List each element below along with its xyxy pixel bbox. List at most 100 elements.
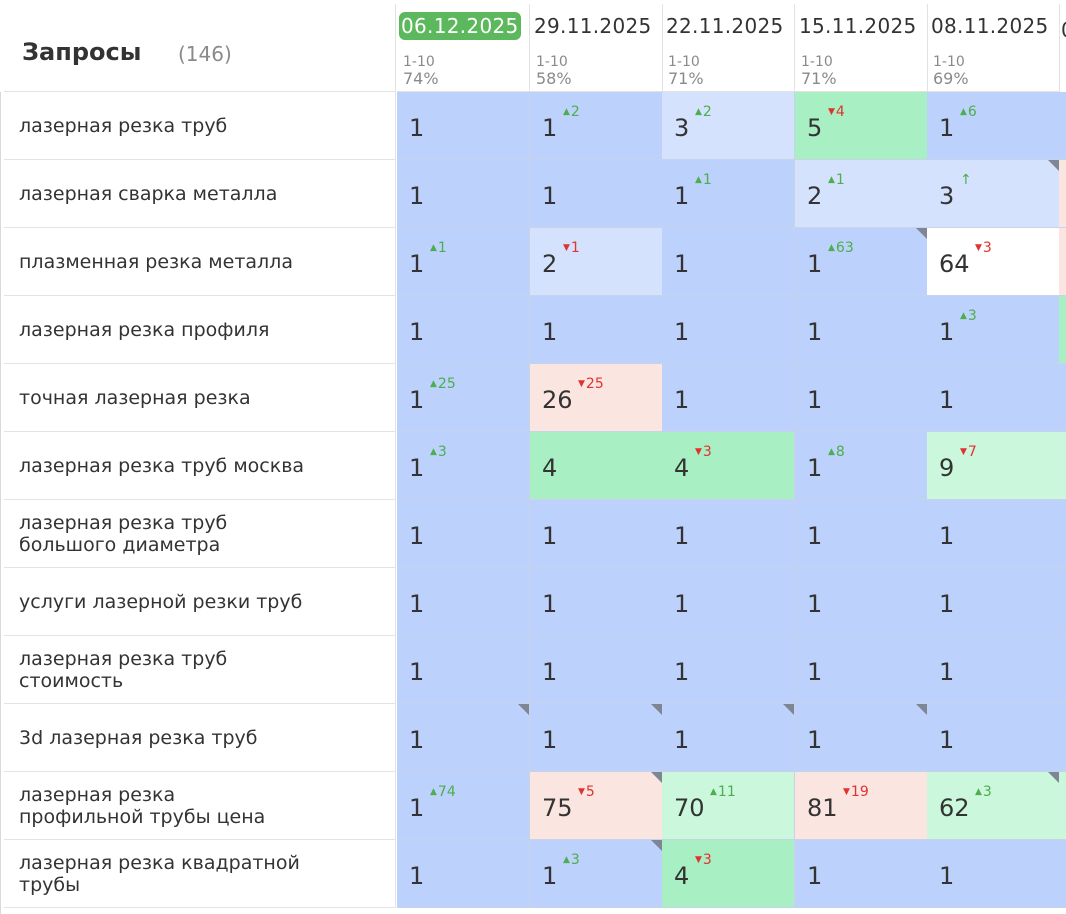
position-cell[interactable]: 1	[927, 364, 1060, 432]
note-corner-icon[interactable]	[651, 840, 662, 851]
position-cell[interactable]: 2 ▼1	[530, 228, 663, 296]
position-cell[interactable]: 1	[795, 364, 928, 432]
position-cell[interactable]: 1	[397, 636, 530, 704]
query-label[interactable]: лазерная резка профиля	[4, 296, 396, 364]
position-cell[interactable]: 1	[927, 500, 1060, 568]
position-cell[interactable]: 4 ▼3	[662, 432, 795, 500]
position-cell[interactable]: 1	[397, 160, 530, 228]
position-cell[interactable]: 3 ▲2	[662, 92, 795, 160]
query-label[interactable]: точная лазерная резка	[4, 364, 396, 432]
position-cell[interactable]: 9 ▼7	[927, 432, 1060, 500]
next-date-cell[interactable]	[1059, 568, 1066, 636]
position-cell[interactable]: 1	[397, 568, 530, 636]
next-date-cell[interactable]	[1059, 500, 1066, 568]
next-date-column-header[interactable]: 0	[1059, 4, 1066, 93]
next-date-cell[interactable]	[1059, 432, 1066, 500]
position-cell[interactable]: 62 ▲3	[927, 772, 1060, 840]
query-label[interactable]: лазерная резка профильной трубы цена	[4, 772, 396, 840]
note-corner-icon[interactable]	[1048, 772, 1059, 783]
query-label[interactable]: лазерная резка труб москва	[4, 432, 396, 500]
query-label[interactable]: лазерная резка труб	[4, 92, 396, 160]
position-cell[interactable]: 2 ▲1	[795, 160, 928, 228]
date-column-header[interactable]: 08.11.2025 1-10 69%	[927, 4, 1060, 92]
position-cell[interactable]: 1	[662, 568, 795, 636]
position-cell[interactable]: 1	[397, 500, 530, 568]
next-date-cell[interactable]	[1059, 92, 1066, 160]
query-label[interactable]: лазерная резка труб большого диаметра	[4, 500, 396, 568]
position-cell[interactable]: 1	[662, 704, 795, 772]
position-cell[interactable]: 1	[662, 636, 795, 704]
position-cell[interactable]: 1 ▲8	[795, 432, 928, 500]
position-cell[interactable]: 1 ▲2	[530, 92, 663, 160]
position-cell[interactable]: 1	[662, 364, 795, 432]
position-cell[interactable]: 75 ▼5	[530, 772, 663, 840]
position-cell[interactable]: 1	[397, 296, 530, 364]
next-date-cell[interactable]	[1059, 160, 1066, 228]
position-cell[interactable]: 1	[530, 636, 663, 704]
position-cell[interactable]: 1	[795, 568, 928, 636]
position-cell[interactable]: 1	[662, 228, 795, 296]
position-cell[interactable]: 1	[795, 840, 928, 908]
position-cell[interactable]: 1	[795, 296, 928, 364]
position-cell[interactable]: 1 ▲6	[927, 92, 1060, 160]
query-label[interactable]: лазерная резка квадратной трубы	[4, 840, 396, 908]
query-label[interactable]: лазерная резка труб стоимость	[4, 636, 396, 704]
position-cell[interactable]: 1	[530, 160, 663, 228]
date-column-header[interactable]: 29.11.2025 1-10 58%	[530, 4, 663, 92]
position-cell[interactable]: 1	[662, 500, 795, 568]
note-corner-icon[interactable]	[651, 772, 662, 783]
query-label[interactable]: 3d лазерная резка труб	[4, 704, 396, 772]
position-cell[interactable]: 1 ▲1	[397, 228, 530, 296]
position-cell[interactable]: 1	[927, 840, 1060, 908]
position-cell[interactable]: 81 ▼19	[795, 772, 928, 840]
note-corner-icon[interactable]	[651, 704, 662, 715]
position-cell[interactable]: 1	[530, 500, 663, 568]
position-cell[interactable]: 1 ▲1	[662, 160, 795, 228]
position-cell[interactable]: 1	[397, 840, 530, 908]
queries-header[interactable]: Запросы (146)	[4, 4, 396, 92]
date-column-header[interactable]: 22.11.2025 1-10 71%	[662, 4, 795, 92]
note-corner-icon[interactable]	[916, 704, 927, 715]
position-cell[interactable]: 1	[662, 296, 795, 364]
position-cell[interactable]: 4 ▼3	[662, 840, 795, 908]
position-cell[interactable]: 1 ▲3	[927, 296, 1060, 364]
position-cell[interactable]: 1 ▲3	[530, 840, 663, 908]
position-cell[interactable]: 1 ▲3	[397, 432, 530, 500]
next-date-cell[interactable]	[1059, 228, 1066, 296]
note-corner-icon[interactable]	[916, 228, 927, 239]
position-cell[interactable]: 1	[397, 92, 530, 160]
note-corner-icon[interactable]	[783, 704, 794, 715]
position-cell[interactable]: 1	[795, 500, 928, 568]
position-cell[interactable]: 64 ▼3	[927, 228, 1060, 296]
query-label[interactable]: лазерная сварка металла	[4, 160, 396, 228]
note-corner-icon[interactable]	[518, 704, 529, 715]
position-cell[interactable]: 1 ▲74	[397, 772, 530, 840]
position-cell[interactable]: 1	[927, 704, 1060, 772]
note-corner-icon[interactable]	[1048, 160, 1059, 171]
position-cell[interactable]: 26 ▼25	[530, 364, 663, 432]
position-cell[interactable]: 4	[530, 432, 663, 500]
next-date-cell[interactable]	[1059, 636, 1066, 704]
next-date-cell[interactable]	[1059, 296, 1066, 364]
position-cell[interactable]: 1	[927, 636, 1060, 704]
position-cell[interactable]: 1 ▲63	[795, 228, 928, 296]
position-cell[interactable]: 3 ↑	[927, 160, 1060, 228]
next-date-cell[interactable]	[1059, 704, 1066, 772]
next-date-cell[interactable]	[1059, 772, 1066, 840]
query-label[interactable]: плазменная резка металла	[4, 228, 396, 296]
position-cell[interactable]: 70 ▲11	[662, 772, 795, 840]
next-date-cell[interactable]	[1059, 364, 1066, 432]
position-cell[interactable]: 1	[795, 704, 928, 772]
position-cell[interactable]: 1	[530, 568, 663, 636]
position-cell[interactable]: 5 ▼4	[795, 92, 928, 160]
position-cell[interactable]: 1	[795, 636, 928, 704]
date-column-header[interactable]: 06.12.2025 1-10 74%	[397, 4, 530, 92]
date-column-header[interactable]: 15.11.2025 1-10 71%	[795, 4, 928, 92]
position-cell[interactable]: 1	[397, 704, 530, 772]
position-cell[interactable]: 1	[530, 296, 663, 364]
query-label[interactable]: услуги лазерной резки труб	[4, 568, 396, 636]
position-cell[interactable]: 1 ▲25	[397, 364, 530, 432]
position-cell[interactable]: 1	[530, 704, 663, 772]
next-date-cell[interactable]	[1059, 840, 1066, 908]
position-cell[interactable]: 1	[927, 568, 1060, 636]
